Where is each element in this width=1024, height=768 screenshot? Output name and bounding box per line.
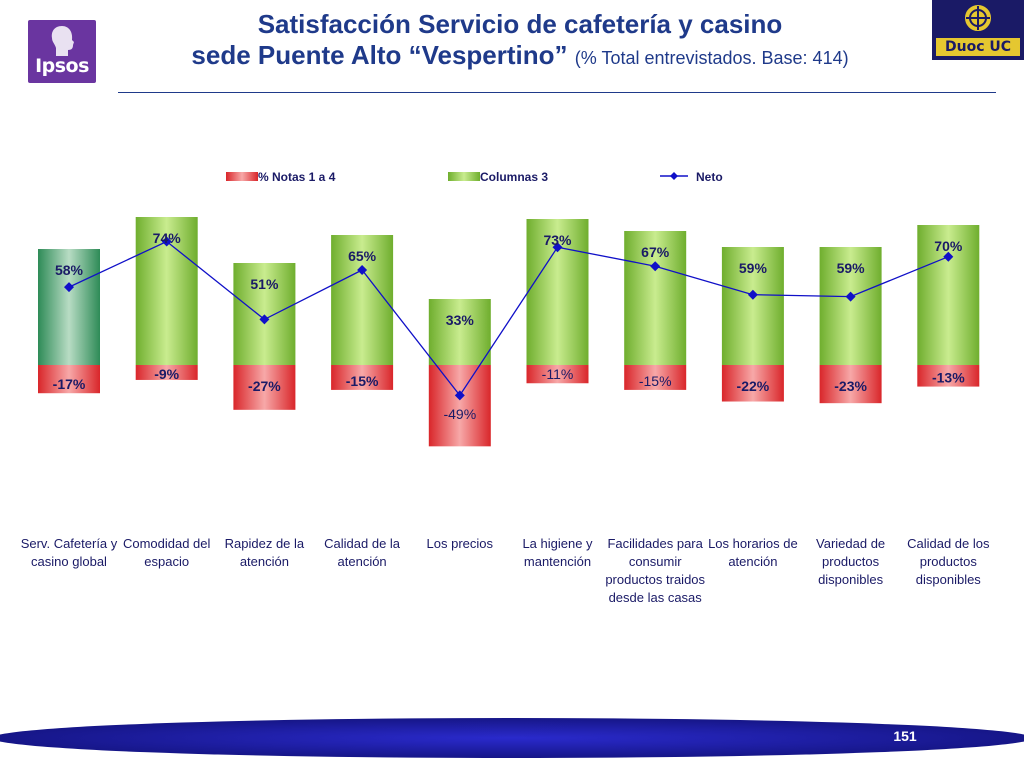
category-label-4: Calidad de la atención [324,536,401,569]
category-label-9: Variedad de productos disponibles [816,536,886,587]
neto-line-series [64,236,954,401]
neto-point-1 [64,282,74,293]
duoc-uc-logo-text: Duoc UC [936,38,1020,56]
neto-point-3 [259,314,270,325]
category-label-10: Calidad de los productos disponibles [907,536,990,587]
data-labels: 58% -17% 74% -9% 51% -27% 65% -15% 33% -49% 73% -11… [53,230,966,422]
ipsos-logo-text: Ipsos [35,55,89,77]
category-labels: Serv. Cafetería y casino global Comodidad… [0,535,1024,635]
category-label-7: Facilidades para consumir productos trai… [605,536,706,605]
bar-positive-7 [624,231,687,365]
head-silhouette-icon [51,26,74,56]
page-number: 151 [893,728,917,744]
duoc-uc-logo: Duoc UC [932,0,1024,60]
neto-point-10 [943,251,954,262]
label-positive-10: 70% [934,238,963,254]
bar-negative-10 [917,365,980,387]
title-subtitle: (% Total entrevistados. Base: 414) [574,48,849,68]
bar-negative-8 [721,365,784,402]
bar-positive-8 [721,247,784,365]
bar-negative-4 [331,365,394,390]
neto-point-9 [845,291,856,302]
legend-swatch-2 [448,172,480,181]
bar-positive-10 [917,225,980,365]
bar-negative-1 [38,365,100,394]
bar-positive-5 [428,299,491,365]
bar-negative-3 [233,365,296,410]
category-label-6: La higiene y mantención [522,536,593,569]
label-negative-3: -27% [248,378,281,394]
title-line-1: Satisfacción Servicio de cafetería y cas… [257,9,783,39]
bar-positive-1 [38,249,100,365]
title-line-2-text: sede Puente Alto “Vespertino” [191,40,568,70]
label-negative-1: -17% [53,376,86,392]
ipsos-logo: Ipsos [28,20,96,83]
legend-marker [670,172,678,180]
category-label-2: Comodidad del espacio [122,536,211,569]
footer-ellipse [0,718,1024,758]
category-label-5: Los precios [426,536,494,551]
label-positive-6: 73% [543,232,572,248]
bars-positive [38,217,980,365]
label-negative-8: -22% [737,378,770,394]
neto-point-6 [552,242,563,253]
chart-legend: % Notas 1 a 4 Columnas 3 Neto [226,170,723,184]
legend-label-1: % Notas 1 a 4 [258,170,336,184]
title-line-2: sede Puente Alto “Vespertino” (% Total e… [110,40,930,73]
crest-icon [963,3,993,33]
label-negative-6: -11% [542,366,574,382]
label-positive-1: 58% [55,262,84,278]
label-positive-5: 33% [446,312,475,328]
legend-swatch-1 [226,172,258,181]
bar-negative-2 [135,365,198,380]
label-negative-4: -15% [346,373,379,389]
bar-positive-4 [331,235,394,365]
bar-negative-9 [819,365,882,404]
footer-band [0,718,1024,758]
label-positive-3: 51% [250,276,279,292]
neto-point-2 [161,236,172,247]
label-positive-4: 65% [348,248,377,264]
label-negative-2: -9% [154,366,179,382]
neto-point-8 [747,289,758,300]
label-negative-7: -15% [639,373,672,389]
bars-negative [38,365,980,447]
label-negative-9: -23% [834,378,867,394]
neto-point-4 [357,265,368,275]
legend-label-2: Columnas 3 [480,170,548,184]
neto-point-5 [454,390,465,401]
label-negative-10: -13% [932,370,965,386]
neto-polyline [68,240,949,397]
bar-negative-5 [428,365,491,447]
bar-negative-6 [526,365,589,384]
bar-positive-9 [819,247,882,365]
neto-point-7 [650,261,661,272]
label-positive-8: 59% [739,260,768,276]
bar-positive-3 [233,263,296,365]
label-positive-2: 74% [153,230,182,246]
slide-title: Satisfacción Servicio de cafetería y cas… [110,8,930,73]
category-label-8: Los horarios de atención [708,536,798,569]
category-label-1: Serv. Cafetería y casino global [20,536,118,569]
satisfaction-chart: % Notas 1 a 4 Columnas 3 Neto 58% -17% 74% -9… [38,170,980,447]
category-label-3: Rapidez de la atención [224,536,305,569]
bar-negative-7 [624,365,687,390]
title-divider [118,92,996,93]
label-negative-5: -49% [443,406,476,422]
legend-label-3: Neto [696,170,723,184]
label-positive-9: 59% [837,260,866,276]
label-positive-7: 67% [641,244,670,260]
